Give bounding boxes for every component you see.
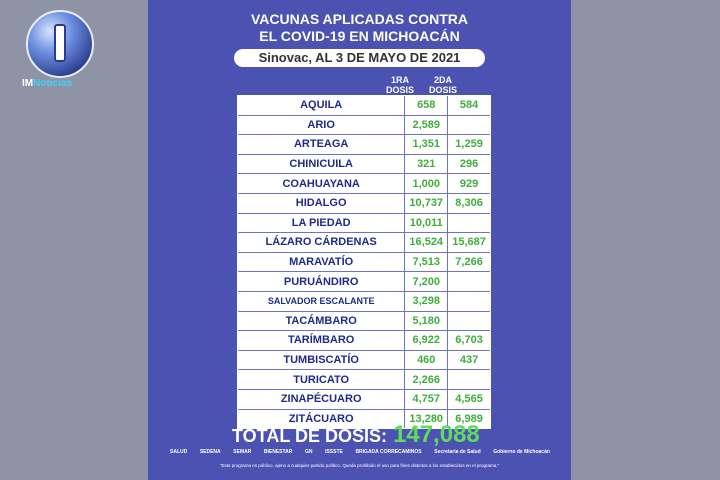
brand-logo-text: IMNoticias [22,78,72,89]
municipality-name: COAHUAYANA [238,174,406,193]
municipality-name: HIDALGO [238,193,406,213]
dose2-value [448,370,490,389]
municipality-name: ARTEAGA [238,135,406,154]
sponsor-logo: SEMAR [233,449,252,455]
municipality-name: TARÍMBARO [238,331,406,350]
dose2-value: 929 [448,174,490,193]
dose2-label: 2DA DOSIS [428,75,457,95]
dose2-value: 584 [448,96,490,115]
vaccine-poster: VACUNAS APLICADAS CONTRA EL COVID-19 EN … [148,0,571,480]
poster-title-line2: EL COVID-19 EN MICHOACÁN [259,28,460,44]
dose1-value: 16,524 [405,233,449,252]
municipality-name: ZINAPÉCUARO [238,389,406,409]
total-doses: TOTAL DE DOSIS: 147,088 [232,421,480,449]
table-row: TACÁMBARO 5,180 [238,311,490,332]
dose1-value: 7,200 [405,272,449,291]
dose2-value: 437 [448,350,490,370]
column-header-dose2: 2DA DOSIS [418,75,468,95]
table-row: SALVADOR ESCALANTE 3,298 [238,291,490,312]
table-row: TARÍMBARO 6,922 6,703 [238,331,490,351]
sponsor-logo: ISSSTE [325,449,343,455]
table-row: ARTEAGA 1,351 1,259 [238,135,490,155]
dose1-value: 2,589 [405,115,449,135]
table-row: PURUÁNDIRO 7,200 [238,272,490,292]
brand-text-a: IM [22,78,34,89]
dose1-value: 1,351 [405,135,449,154]
dose2-value [448,115,490,135]
table-row: ARIO 2,589 [238,115,490,136]
sponsor-logos: SALUD SEDENA SEMAR BIENESTAR GN ISSSTE BRIGADA… [170,449,550,455]
municipality-name: TUMBISCATÍO [238,350,406,370]
dose1-value: 460 [405,350,449,370]
table-row: LA PIEDAD 10,011 [238,213,490,234]
subtitle-badge: Sinovac, AL 3 DE MAYO DE 2021 [234,49,485,67]
total-value: 147,088 [393,421,480,448]
table-row: HIDALGO 10,737 8,306 [238,193,490,214]
dose2-value: 7,266 [448,252,490,272]
dose2-value: 296 [448,154,490,174]
dose2-value: 8,306 [448,193,490,213]
dose2-value [448,311,490,331]
left-margin [0,0,148,480]
municipality-name: ARIO [238,115,406,135]
sponsor-logo: BRIGADA CORRECAMINOS [355,449,422,455]
globe-icon [26,10,94,78]
dose1-value: 4,757 [405,389,449,409]
dose2-value [448,291,490,311]
table-row: LÁZARO CÁRDENAS 16,524 15,687 [238,233,490,253]
disclaimer-text: "Este programa es público, ajeno a cualq… [219,463,500,468]
dose2-value: 6,989 [448,409,490,429]
municipality-name: TACÁMBARO [238,311,406,331]
dose1-label: 1RA DOSIS [385,75,414,95]
sponsor-logo: SEDENA [199,449,221,455]
table-row: TUMBISCATÍO 460 437 [238,350,490,371]
sponsor-logo: Gobierno de Michoacán [493,449,550,455]
brand-logo: IMNoticias [20,10,110,90]
dose1-value: 6,922 [405,331,449,350]
dose2-value: 6,703 [448,331,490,350]
dose1-value: 5,180 [405,311,449,331]
dose1-value: 10,011 [405,213,449,233]
municipality-name: SALVADOR ESCALANTE [238,291,406,311]
table-row: TURICATO 2,266 [238,370,490,390]
dose1-value: 13,280 [405,409,449,429]
table-row: MARAVATÍO 7,513 7,266 [238,252,490,273]
table-row: COAHUAYANA 1,000 929 [238,174,490,194]
dose1-value: 2,266 [405,370,449,389]
dose1-value: 658 [405,96,449,115]
dose1-value: 1,000 [405,174,449,193]
sponsor-logo: SALUD [170,449,188,455]
table-row: CHINICUILA 321 296 [238,154,490,175]
dose2-value [448,272,490,291]
municipality-name: LA PIEDAD [238,213,406,233]
poster-title-line1: VACUNAS APLICADAS CONTRA [251,11,468,27]
dose1-value: 7,513 [405,252,449,272]
total-label: TOTAL DE DOSIS: [232,426,388,446]
sponsor-logo: GN [304,449,313,455]
dose2-value: 1,259 [448,135,490,154]
municipality-name: TURICATO [238,370,406,389]
column-header-dose1: 1RA DOSIS [375,75,425,95]
dose1-value: 321 [405,154,449,174]
right-margin [572,0,720,480]
dose1-value: 10,737 [405,193,449,213]
municipality-name: ZITÁCUARO [238,409,406,429]
sponsor-logo: Secretaría de Salud [434,449,481,455]
sponsor-logo: BIENESTAR [263,449,293,455]
municipality-name: LÁZARO CÁRDENAS [238,233,406,252]
municipality-name: MARAVATÍO [238,252,406,272]
dose1-value: 3,298 [405,291,449,311]
vaccine-table: AQUILA 658 584 ARIO 2,589 ARTEAGA 1,351 1,259 CH… [237,95,491,430]
dose2-value: 4,565 [448,389,490,409]
table-row: AQUILA 658 584 [238,96,490,116]
table-row: ZITÁCUARO 13,280 6,989 [238,409,490,429]
dose2-value: 15,687 [448,233,490,252]
municipality-name: AQUILA [238,96,406,115]
dose2-value [448,213,490,233]
brand-text-b: Noticias [33,78,73,89]
table-row: ZINAPÉCUARO 4,757 4,565 [238,389,490,410]
municipality-name: PURUÁNDIRO [238,272,406,291]
municipality-name: CHINICUILA [238,154,406,174]
